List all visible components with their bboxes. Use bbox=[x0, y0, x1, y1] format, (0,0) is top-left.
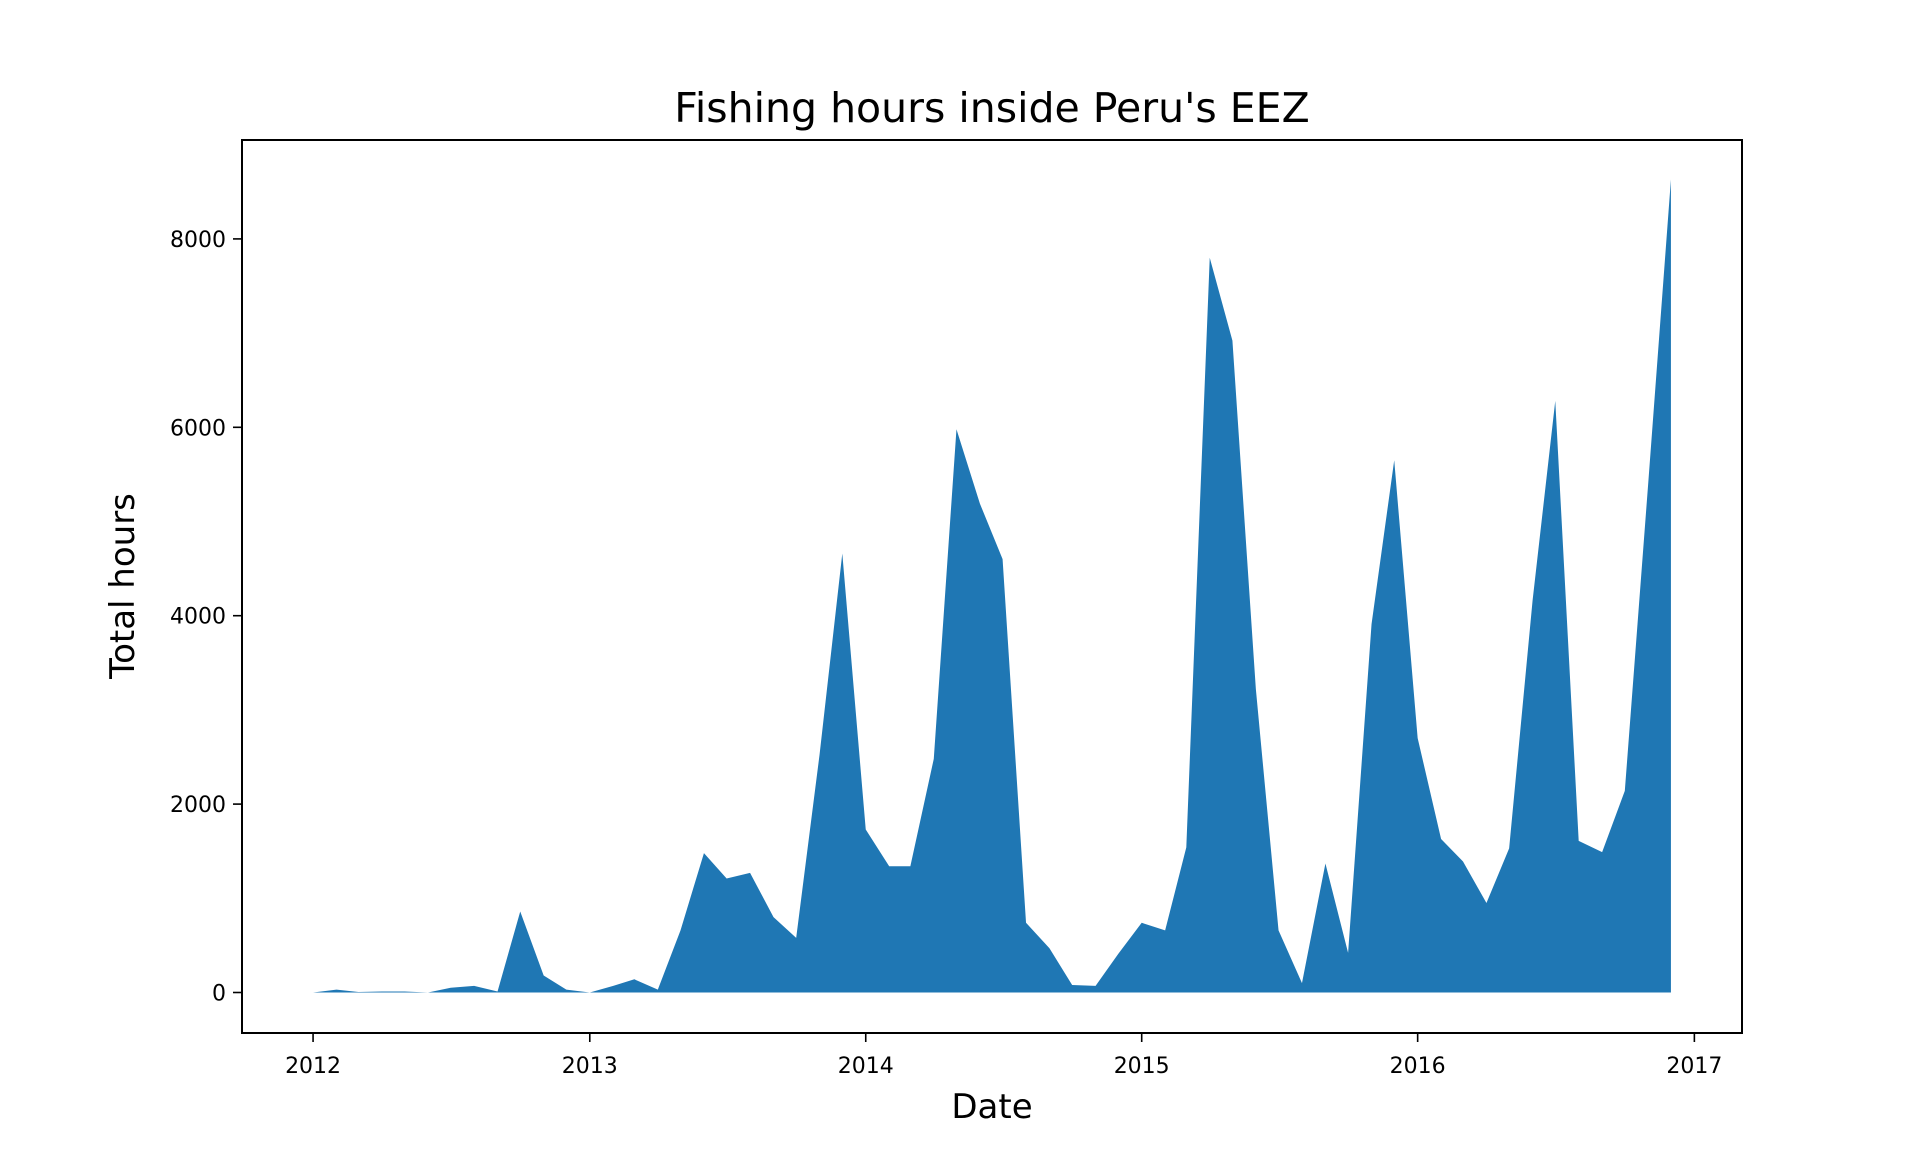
x-tick-label: 2014 bbox=[838, 1054, 894, 1079]
y-axis-label: Total hours bbox=[103, 493, 143, 680]
y-axis: 0 2000 4000 6000 8000 bbox=[170, 228, 242, 1006]
x-tick-label: 2015 bbox=[1114, 1054, 1170, 1079]
y-tick-label: 0 bbox=[212, 981, 226, 1006]
x-axis: 2012 2013 2014 2015 2016 2017 bbox=[285, 1033, 1722, 1079]
x-tick-label: 2017 bbox=[1666, 1054, 1722, 1079]
y-tick-label: 8000 bbox=[170, 228, 226, 253]
area-series-0 bbox=[313, 179, 1671, 993]
x-axis-label: Date bbox=[951, 1087, 1032, 1127]
x-tick-label: 2013 bbox=[562, 1054, 618, 1079]
y-tick-label: 6000 bbox=[170, 416, 226, 441]
x-tick-label: 2016 bbox=[1390, 1054, 1446, 1079]
y-tick-label: 2000 bbox=[170, 793, 226, 818]
plot-frame bbox=[241, 139, 1743, 1034]
plot-area bbox=[313, 179, 1671, 993]
x-tick-label: 2012 bbox=[285, 1054, 341, 1079]
chart-title: Fishing hours inside Peru's EEZ bbox=[674, 84, 1309, 132]
y-tick-label: 4000 bbox=[170, 605, 226, 630]
